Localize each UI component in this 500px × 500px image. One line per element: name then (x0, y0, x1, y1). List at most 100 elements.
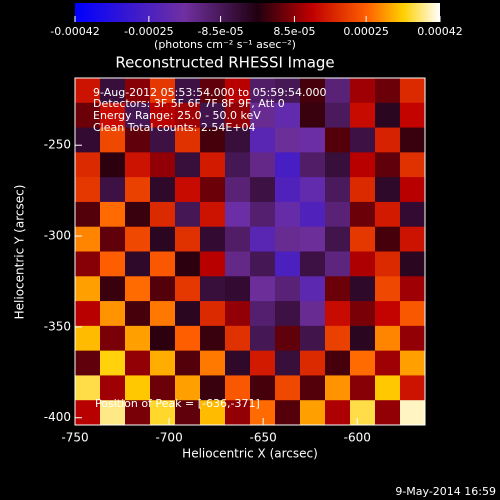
pixel (250, 127, 276, 153)
pixel (100, 201, 126, 228)
y-tick-label: -350 (44, 319, 71, 333)
x-tick-label: -700 (155, 431, 182, 445)
pixel (150, 301, 176, 327)
pixel (400, 127, 426, 153)
pixel (150, 78, 176, 104)
pixel (225, 325, 251, 352)
pixel (75, 226, 101, 252)
colorbar-tick-label: 8.5e-05 (273, 25, 315, 38)
pixel (175, 78, 201, 104)
pixel (100, 400, 126, 426)
pixel (250, 325, 276, 352)
pixel (250, 251, 276, 277)
pixel (375, 400, 401, 426)
pixel (250, 226, 276, 252)
pixel (300, 201, 326, 228)
colorbar (75, 3, 440, 22)
pixel (125, 152, 151, 178)
pixel (400, 177, 426, 203)
pixel (75, 177, 101, 203)
pixel (325, 102, 351, 129)
pixel (400, 350, 426, 376)
pixel (150, 226, 176, 252)
pixel (200, 127, 226, 153)
x-axis-label: Heliocentric X (arcsec) (182, 447, 318, 461)
pixel (300, 325, 326, 352)
pixel (200, 177, 226, 203)
pixel (375, 102, 401, 129)
pixel (75, 325, 101, 352)
pixel (125, 400, 151, 426)
pixel (150, 177, 176, 203)
pixel (375, 301, 401, 327)
pixel (125, 201, 151, 228)
pixel (225, 177, 251, 203)
pixel (400, 102, 426, 129)
pixel (150, 400, 176, 426)
pixel (100, 226, 126, 252)
pixel (175, 251, 201, 277)
pixel (75, 152, 101, 178)
colorbar-tick-label: -0.00025 (124, 25, 173, 38)
pixel (250, 102, 276, 129)
pixel (125, 177, 151, 203)
pixel (350, 102, 376, 129)
pixel (325, 251, 351, 277)
pixel (350, 152, 376, 178)
pixel (225, 301, 251, 327)
pixel (375, 177, 401, 203)
annotation: Energy Range: 25.0 - 50.0 keV (93, 109, 261, 122)
pixel (200, 251, 226, 277)
pixel (300, 301, 326, 327)
pixel (200, 325, 226, 352)
pixel (175, 301, 201, 327)
pixel (100, 325, 126, 352)
pixel (350, 400, 376, 426)
pixel (125, 301, 151, 327)
pixel (75, 400, 101, 426)
pixel (175, 102, 201, 129)
x-tick-label: -600 (344, 431, 371, 445)
pixel (375, 78, 401, 104)
pixel (350, 127, 376, 153)
annotation: Clean Total counts: 2.54E+04 (93, 121, 256, 134)
pixel (400, 78, 426, 104)
pixel (375, 226, 401, 252)
pixel (275, 301, 301, 327)
pixel (400, 325, 426, 352)
pixel (300, 177, 326, 203)
pixel (250, 152, 276, 178)
pixel (175, 375, 201, 401)
pixel (275, 102, 301, 129)
image (75, 78, 426, 426)
pixel (375, 127, 401, 153)
pixel (350, 201, 376, 228)
pixel (275, 226, 301, 252)
pixel (75, 375, 101, 401)
pixel (200, 78, 226, 104)
pixel (400, 400, 426, 426)
colorbar-tick-label: -8.5e-05 (197, 25, 243, 38)
pixel (75, 201, 101, 228)
pixel (100, 251, 126, 277)
pixel (150, 251, 176, 277)
pixel (300, 251, 326, 277)
pixel (100, 102, 126, 129)
pixel (325, 152, 351, 178)
pixel (175, 127, 201, 153)
pixel (150, 201, 176, 228)
pixel (125, 325, 151, 352)
y-tick-label: -300 (44, 229, 71, 243)
pixel (225, 251, 251, 277)
pixel (275, 400, 301, 426)
pixel (175, 325, 201, 352)
pixel (150, 276, 176, 302)
pixel (150, 350, 176, 376)
pixel (275, 177, 301, 203)
pixel (275, 152, 301, 178)
pixel (300, 400, 326, 426)
pixel (400, 152, 426, 178)
pixel (125, 78, 151, 104)
pixel (75, 102, 101, 129)
pixel (275, 350, 301, 376)
